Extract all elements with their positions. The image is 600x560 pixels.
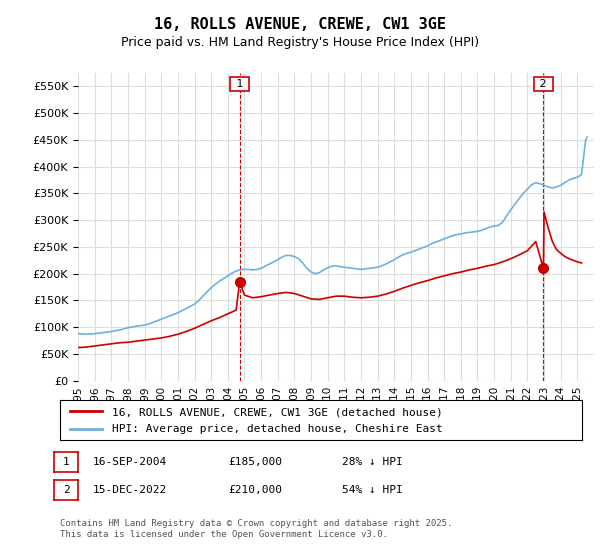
Text: 16, ROLLS AVENUE, CREWE, CW1 3GE: 16, ROLLS AVENUE, CREWE, CW1 3GE — [154, 17, 446, 32]
Text: 1: 1 — [62, 457, 70, 467]
Text: £210,000: £210,000 — [228, 485, 282, 495]
Text: 16, ROLLS AVENUE, CREWE, CW1 3GE (detached house): 16, ROLLS AVENUE, CREWE, CW1 3GE (detach… — [112, 407, 443, 417]
Text: 15-DEC-2022: 15-DEC-2022 — [93, 485, 167, 495]
Text: 16-SEP-2004: 16-SEP-2004 — [93, 457, 167, 467]
Text: HPI: Average price, detached house, Cheshire East: HPI: Average price, detached house, Ches… — [112, 424, 443, 435]
Text: 1: 1 — [233, 79, 247, 89]
Text: 2: 2 — [536, 79, 550, 89]
Text: 2: 2 — [62, 485, 70, 495]
Text: Contains HM Land Registry data © Crown copyright and database right 2025.
This d: Contains HM Land Registry data © Crown c… — [60, 520, 452, 539]
Text: 28% ↓ HPI: 28% ↓ HPI — [342, 457, 403, 467]
Text: Price paid vs. HM Land Registry's House Price Index (HPI): Price paid vs. HM Land Registry's House … — [121, 36, 479, 49]
Text: 54% ↓ HPI: 54% ↓ HPI — [342, 485, 403, 495]
Text: £185,000: £185,000 — [228, 457, 282, 467]
